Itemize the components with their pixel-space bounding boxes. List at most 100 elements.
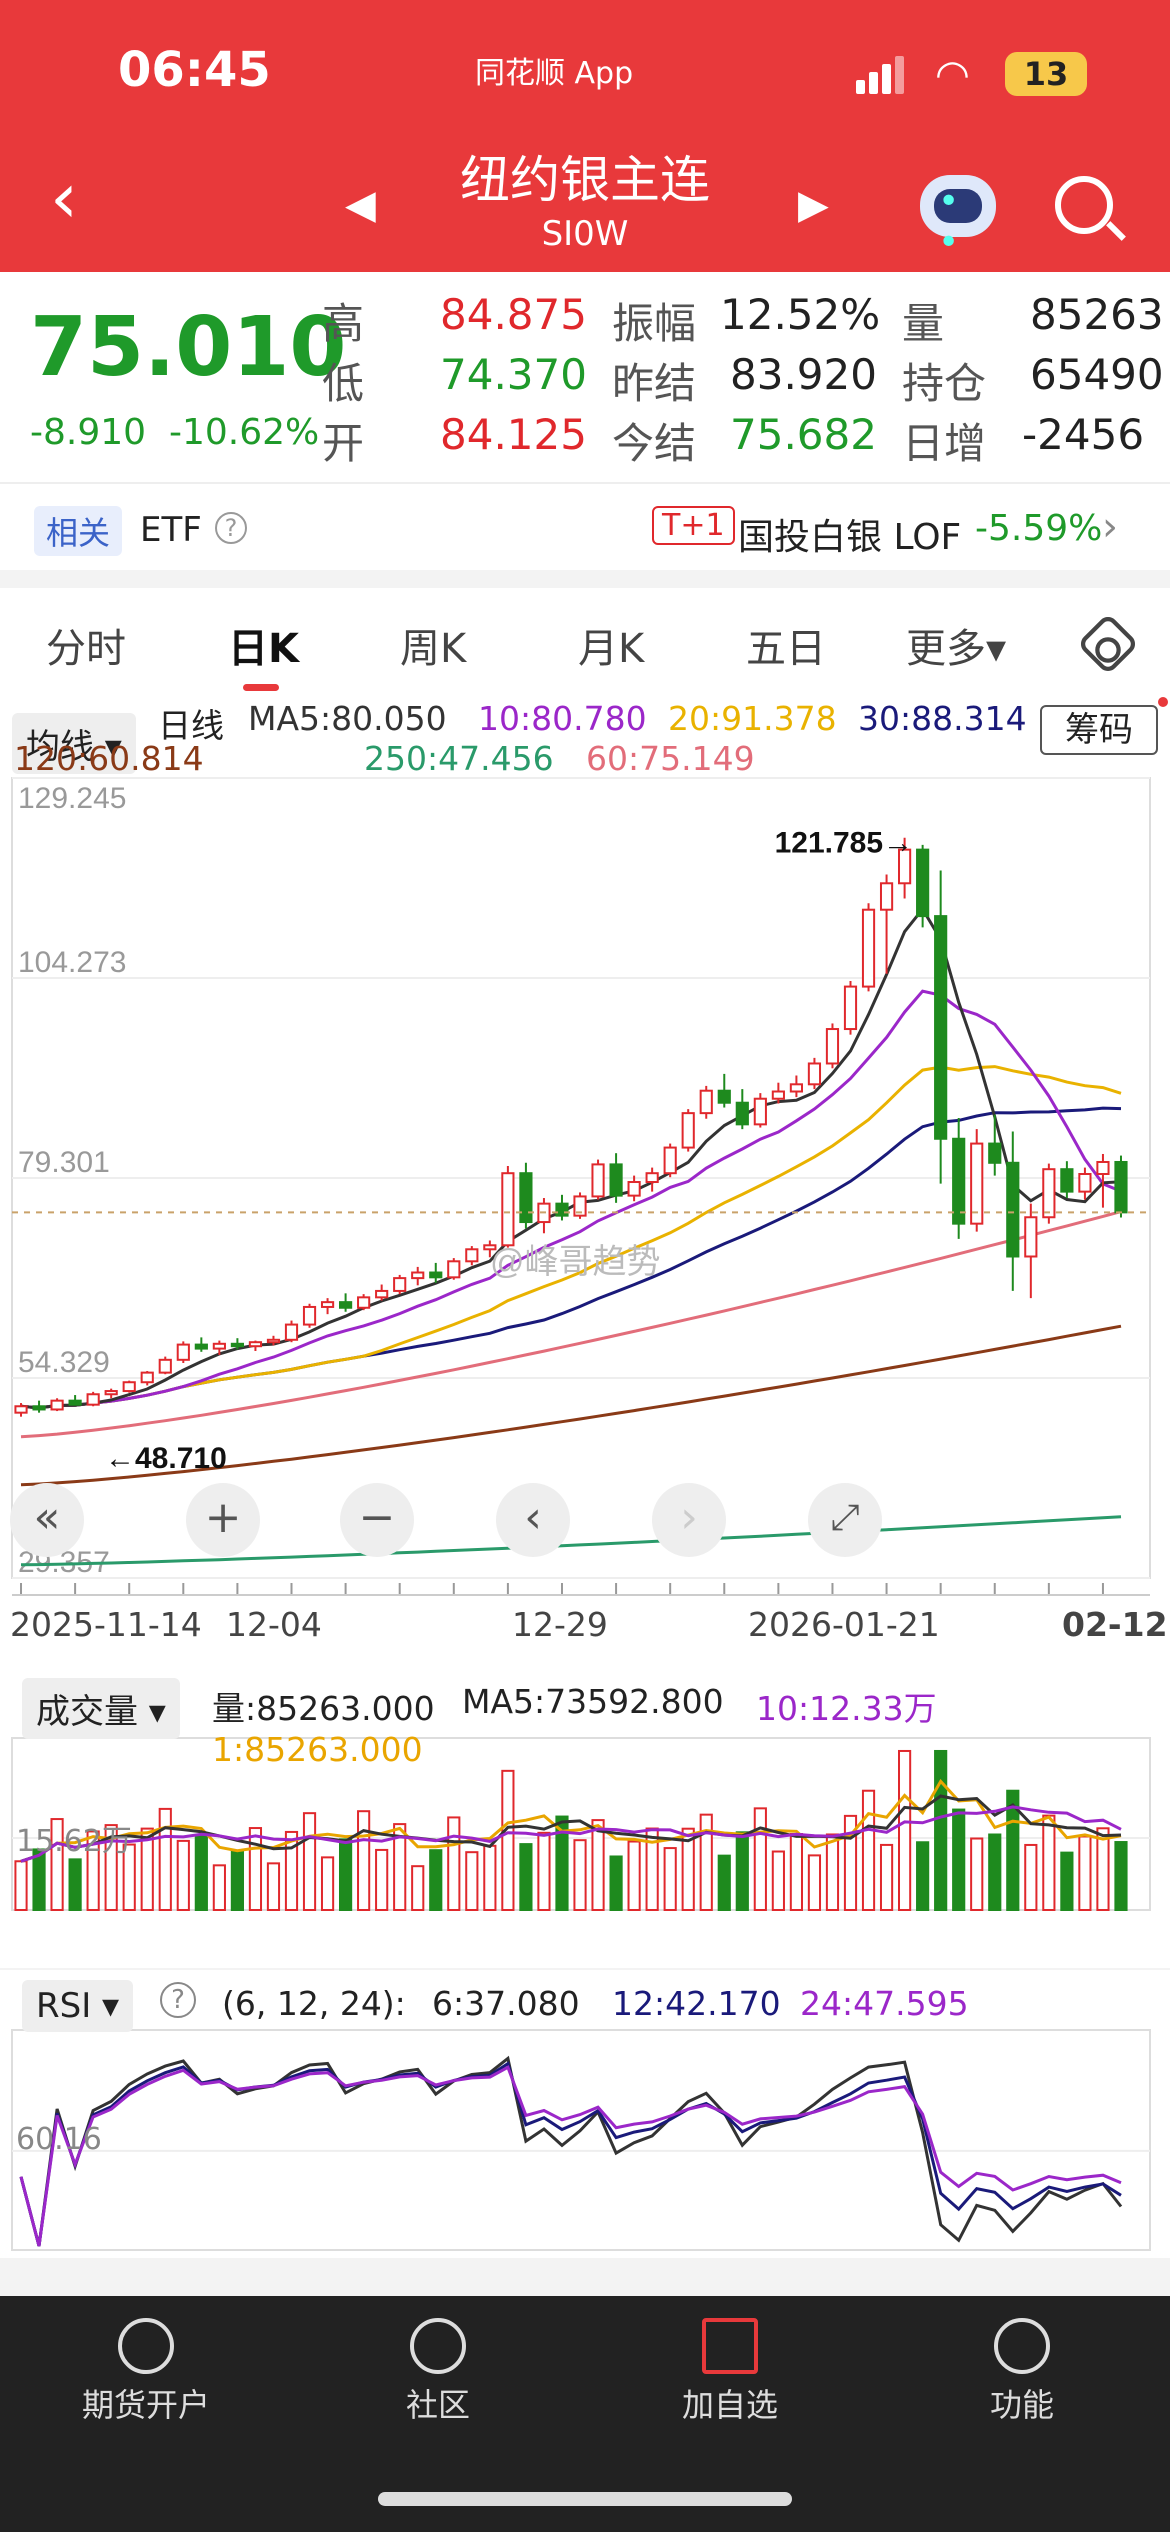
volume-bar — [483, 1844, 497, 1911]
candle-body — [104, 1390, 118, 1396]
fullscreen-icon[interactable]: ⤢ — [808, 1483, 882, 1557]
candle-body — [970, 1142, 984, 1225]
ma120-line — [20, 1324, 1122, 1487]
volume-bar — [789, 1833, 803, 1912]
zoom-in-icon[interactable]: + — [186, 1483, 260, 1557]
rsi-line — [19, 2055, 1123, 2247]
tab-weekly-k[interactable]: 周K — [400, 626, 467, 672]
volume-bar — [591, 1819, 605, 1911]
rewind-icon[interactable]: « — [10, 1483, 84, 1557]
tab-monthly-k[interactable]: 月K — [578, 626, 645, 672]
nav-label: 功能 — [989, 2386, 1054, 2424]
zoom-out-icon[interactable]: − — [340, 1483, 414, 1557]
candle-body — [916, 848, 930, 918]
volume-bar — [1078, 1835, 1092, 1911]
active-tab-underline — [243, 684, 279, 691]
rsi-help-icon[interactable]: ? — [160, 1982, 196, 2018]
candle-body — [230, 1342, 244, 1348]
candle-body — [1024, 1216, 1038, 1258]
date-label-3: 12-29 — [512, 1605, 608, 1644]
volume-bar — [916, 1841, 930, 1912]
scroll-right-icon[interactable]: › — [652, 1483, 726, 1557]
tab-intraday[interactable]: 分时 — [46, 626, 126, 672]
low-label: 低 — [322, 359, 365, 408]
nav-add-watchlist[interactable]: 加自选 — [584, 2296, 876, 2476]
nav-community[interactable]: 社区 — [292, 2296, 584, 2476]
rsi-chart[interactable] — [0, 1970, 1170, 2258]
candle-body — [302, 1305, 317, 1326]
volume-bar — [861, 1789, 876, 1911]
volume-bar — [357, 1810, 371, 1912]
tab-five-day[interactable]: 五日 — [746, 626, 826, 672]
related-fund-name[interactable]: 国投白银 LOF — [738, 517, 962, 558]
low-mark-label: ←48.710 — [105, 1442, 227, 1475]
related-fund-pct: -5.59% — [975, 508, 1103, 549]
volume-bar — [14, 1860, 28, 1912]
open-label: 开 — [322, 419, 365, 468]
volume-bar — [681, 1827, 695, 1911]
candle-body — [320, 1301, 335, 1308]
volume-ma5: MA5:73592.800 — [462, 1682, 724, 1721]
nav-label: 社区 — [405, 2386, 470, 2424]
candle-body — [699, 1089, 713, 1115]
candle-body — [284, 1323, 299, 1341]
candle-body — [411, 1271, 425, 1280]
status-time: 06:45 — [118, 42, 271, 98]
kline-chart[interactable]: 129.245104.27379.30154.32929.357121.785→… — [0, 693, 1170, 1693]
volume-selector[interactable]: 成交量 ▾ — [22, 1678, 180, 1739]
rsi24-value: 24:47.595 — [800, 1984, 969, 2023]
volume-bar — [988, 1833, 1002, 1911]
date-label-4: 2026-01-21 — [748, 1605, 940, 1644]
volume-y-label: 15.62万 — [16, 1824, 132, 1859]
vol-value: 85263 — [1030, 290, 1164, 339]
prev-settle-label: 昨结 — [612, 359, 697, 408]
tab-more[interactable]: 更多▾ — [906, 626, 1007, 672]
candle-body — [1114, 1160, 1128, 1214]
search-icon[interactable] — [1055, 176, 1113, 234]
y-axis-label: 79.301 — [18, 1146, 110, 1179]
volume-chart[interactable] — [0, 1668, 1170, 1968]
ma-selector[interactable]: 均线 ▾ — [12, 713, 136, 774]
home-indicator — [378, 2492, 792, 2506]
related-etf-bar[interactable]: 相关 ETF ? T+1 国投白银 LOF -5.59% › — [0, 482, 1170, 570]
volume-bar — [32, 1848, 46, 1912]
candle-body — [807, 1062, 822, 1086]
rsi-params: (6, 12, 24): — [222, 1984, 406, 2023]
etf-label: ETF — [140, 510, 202, 550]
tab-daily-k[interactable]: 日K — [228, 626, 299, 672]
prev-contract-icon[interactable]: ◀ — [345, 182, 376, 228]
volume-bar — [86, 1830, 100, 1911]
settings-icon[interactable] — [1076, 612, 1140, 676]
nav-futures-account[interactable]: 期货开户 — [0, 2296, 292, 2476]
t1-badge: T+1 — [652, 506, 735, 545]
scroll-left-icon[interactable]: ‹ — [496, 1483, 570, 1557]
volume-bar — [1096, 1827, 1110, 1911]
candle-body — [1042, 1168, 1056, 1219]
volume-panel: 成交量 ▾ 量:85263.000 MA5:73592.800 10:12.33… — [0, 1668, 1170, 1968]
date-label-2: 12-04 — [226, 1605, 322, 1644]
chevron-right-icon[interactable]: › — [1102, 504, 1118, 550]
open-value: 84.125 — [440, 410, 587, 459]
volume-bar — [104, 1824, 118, 1911]
volume-bar — [825, 1833, 840, 1912]
wifi-icon: ◠ — [935, 52, 970, 98]
volume-bar — [176, 1839, 190, 1911]
next-contract-icon[interactable]: ▶ — [798, 182, 829, 228]
rsi-selector[interactable]: RSI ▾ — [22, 1980, 134, 2032]
volume-bar — [717, 1854, 731, 1911]
back-chevron-icon[interactable]: ‹ — [50, 157, 78, 239]
volume-bar — [68, 1858, 82, 1912]
rsi6-value: 6:37.080 — [432, 1984, 580, 2023]
volume-bar — [609, 1855, 623, 1912]
last-price: 75.010 — [30, 300, 347, 395]
volume-bar — [248, 1827, 263, 1911]
volume-bar — [158, 1807, 172, 1911]
volume-ma-line — [20, 1794, 1122, 1863]
nav-functions[interactable]: 功能 — [876, 2296, 1168, 2476]
candle-body — [86, 1393, 100, 1406]
chip-distribution-button[interactable]: 筹码 — [1040, 705, 1158, 755]
assistant-robot-icon[interactable] — [920, 175, 996, 263]
candle-body — [771, 1090, 785, 1100]
help-icon[interactable]: ? — [215, 512, 247, 544]
candle-body — [176, 1343, 190, 1361]
